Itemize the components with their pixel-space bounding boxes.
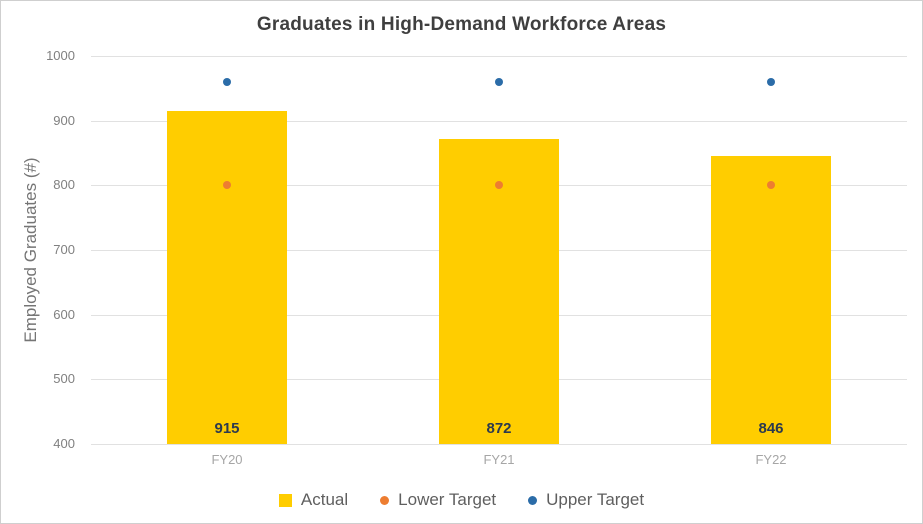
y-tick-label: 800	[53, 177, 75, 193]
point-lower-target-fy20[interactable]	[223, 181, 231, 190]
bar-value-label: 872	[486, 419, 512, 437]
gridline	[91, 444, 907, 445]
x-tick-label-fy21: FY21	[483, 452, 515, 467]
y-tick-label: 1000	[46, 48, 75, 63]
legend: Actual Lower Target Upper Target	[1, 490, 922, 510]
legend-swatch-upper-target-icon	[528, 495, 538, 505]
y-tick-label: 400	[53, 436, 75, 451]
y-tick-label: 500	[53, 371, 75, 387]
plot-area: 915 872 846	[91, 56, 907, 445]
legend-label-actual: Actual	[300, 490, 349, 509]
legend-item-actual[interactable]: Actual	[278, 490, 349, 510]
gridline	[91, 120, 907, 122]
bar-actual-fy21[interactable]: 872	[439, 138, 559, 444]
point-upper-target-fy20[interactable]	[223, 77, 231, 86]
point-upper-target-fy21[interactable]	[495, 77, 503, 86]
bar-value-label: 915	[214, 419, 240, 437]
bar-value-label: 846	[758, 419, 784, 437]
legend-swatch-actual-icon	[278, 493, 292, 507]
y-tick-label: 600	[53, 306, 75, 322]
legend-swatch-lower-target-icon	[380, 495, 390, 505]
y-tick-label: 900	[53, 112, 75, 128]
x-tick-label-fy20: FY20	[211, 452, 243, 467]
legend-label-upper-target: Upper Target	[546, 490, 645, 509]
point-upper-target-fy22[interactable]	[767, 77, 775, 86]
legend-item-lower-target[interactable]: Lower Target	[380, 490, 496, 510]
x-tick-label-fy22: FY22	[755, 452, 787, 467]
legend-label-lower-target: Lower Target	[398, 490, 497, 509]
y-tick-label: 700	[53, 242, 75, 257]
gridline	[91, 56, 907, 57]
chart-title: Graduates in High-Demand Workforce Areas	[256, 14, 667, 35]
point-lower-target-fy22[interactable]	[767, 181, 775, 190]
legend-item-upper-target[interactable]: Upper Target	[528, 490, 644, 510]
bar-actual-fy20[interactable]: 915	[167, 110, 287, 444]
point-lower-target-fy21[interactable]	[495, 181, 503, 190]
bar-actual-fy22[interactable]: 846	[711, 155, 831, 444]
